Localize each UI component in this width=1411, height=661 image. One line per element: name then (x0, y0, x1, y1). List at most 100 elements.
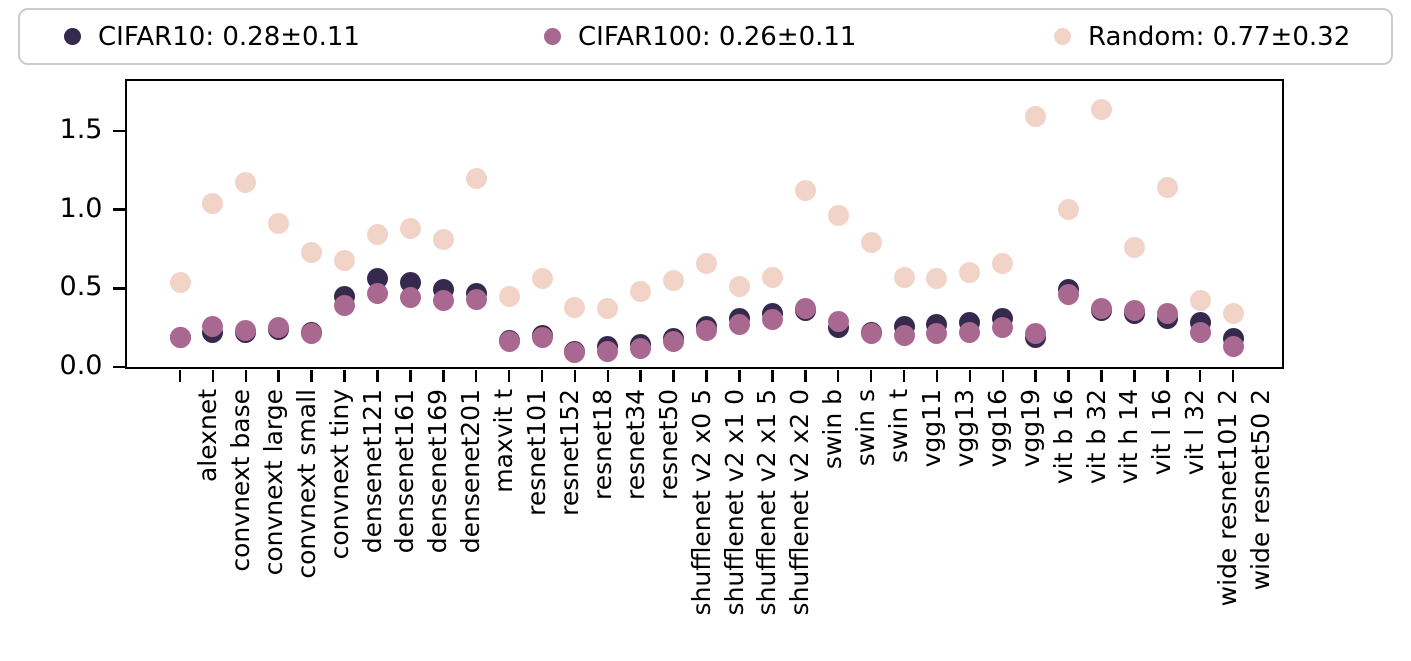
data-point (498, 285, 520, 307)
data-point (992, 317, 1014, 339)
legend-item-cifar100: CIFAR100: 0.26±0.11 (544, 22, 856, 52)
data-point (926, 268, 948, 290)
x-tick-mark (277, 369, 280, 382)
data-point (761, 266, 783, 288)
data-point (169, 326, 191, 348)
data-point (827, 310, 849, 332)
legend-label-cifar100: CIFAR100: 0.26±0.11 (578, 21, 857, 52)
x-tick-mark (211, 369, 215, 382)
data-point (202, 192, 224, 214)
x-tick-label: swin b (818, 389, 848, 470)
data-point (794, 180, 816, 202)
data-point (169, 271, 191, 293)
x-tick-label: swin t (884, 389, 914, 464)
x-tick-label: shufflenet v2 x2 0 (785, 389, 815, 616)
data-point (728, 314, 750, 336)
data-point (268, 213, 290, 235)
x-tick-label: densenet201 (456, 389, 486, 554)
x-tick-mark (1100, 369, 1103, 382)
x-tick-mark (1231, 369, 1235, 382)
x-tick-label: vit l 32 (1180, 389, 1210, 476)
data-point (202, 315, 224, 337)
data-point (366, 224, 388, 246)
x-tick-mark (244, 369, 248, 382)
data-point (301, 323, 323, 345)
y-tick-mark (112, 208, 125, 211)
x-tick-label: resnet18 (587, 389, 617, 500)
x-tick-label: resnet50 (653, 389, 683, 500)
x-tick-label: convnext small (291, 389, 321, 579)
x-tick-mark (771, 369, 774, 382)
data-point (1222, 303, 1244, 325)
x-tick-mark (474, 369, 478, 382)
x-tick-mark (1001, 369, 1004, 382)
data-point (630, 337, 652, 359)
data-point (1156, 177, 1178, 199)
x-tick-mark (804, 369, 807, 382)
x-tick-label: alexnet (193, 389, 222, 483)
x-tick-mark (935, 369, 939, 382)
x-tick-mark (540, 369, 544, 382)
cifar100-marker-icon (544, 28, 561, 45)
x-tick-label: convnext base (225, 389, 255, 572)
x-tick-label: vit h 14 (1114, 389, 1144, 485)
data-point (465, 167, 487, 189)
y-tick-label: 0.0 (59, 350, 103, 381)
x-tick-label: convnext large (258, 389, 288, 576)
x-tick-mark (1198, 369, 1202, 382)
x-tick-label: shufflenet v2 x0 5 (686, 389, 716, 616)
x-tick-label: vgg11 (917, 389, 947, 468)
legend-label-random: Random: 0.77±0.32 (1088, 21, 1351, 52)
x-tick-mark (639, 369, 642, 382)
data-point (893, 266, 915, 288)
x-tick-mark (507, 369, 511, 382)
data-point (1025, 323, 1047, 345)
data-point (1090, 298, 1112, 320)
x-tick-label: densenet121 (357, 389, 387, 554)
data-point (696, 252, 718, 274)
x-tick-label: shufflenet v2 x1 0 (719, 389, 749, 616)
x-tick-mark (1133, 369, 1136, 382)
data-point (1123, 299, 1145, 321)
x-tick-label: maxvit t (489, 389, 519, 493)
data-point (860, 232, 882, 254)
legend-item-random: Random: 0.77±0.32 (1054, 22, 1350, 52)
data-point (334, 295, 356, 317)
y-tick-mark (112, 129, 125, 133)
x-tick-mark (1166, 369, 1169, 382)
x-tick-label: swin s (851, 389, 881, 467)
x-tick-mark (672, 369, 675, 382)
data-point (1123, 236, 1145, 258)
data-point (597, 340, 619, 362)
x-tick-label: wide resnet50 2 (1246, 389, 1276, 591)
data-point (663, 331, 685, 353)
data-point (1189, 290, 1211, 312)
data-point (761, 309, 783, 331)
x-tick-mark (409, 369, 412, 382)
x-tick-mark (310, 369, 313, 382)
data-point (268, 317, 290, 339)
data-point (630, 280, 652, 302)
legend-label-cifar10: CIFAR10: 0.28±0.11 (98, 21, 360, 52)
x-tick-mark (968, 369, 972, 382)
data-point (366, 282, 388, 304)
y-tick-label: 0.5 (59, 271, 103, 303)
x-tick-mark (1067, 369, 1070, 382)
x-tick-mark (705, 369, 708, 382)
x-tick-label: vgg16 (982, 389, 1012, 468)
legend-item-cifar10: CIFAR10: 0.28±0.11 (64, 22, 360, 52)
x-tick-label: vgg19 (1015, 389, 1045, 468)
legend: CIFAR10: 0.28±0.11 CIFAR100: 0.26±0.11 R… (18, 8, 1393, 65)
data-point (794, 298, 816, 320)
cifar10-marker-icon (64, 28, 81, 45)
x-tick-label: resnet101 (522, 389, 552, 516)
data-point (235, 320, 257, 342)
data-point (926, 323, 948, 345)
x-tick-mark (836, 369, 840, 382)
data-point (301, 241, 323, 263)
x-tick-label: vgg13 (949, 389, 979, 468)
x-tick-label: shufflenet v2 x1 5 (752, 389, 782, 616)
data-point (663, 269, 685, 291)
x-tick-mark (738, 369, 741, 382)
